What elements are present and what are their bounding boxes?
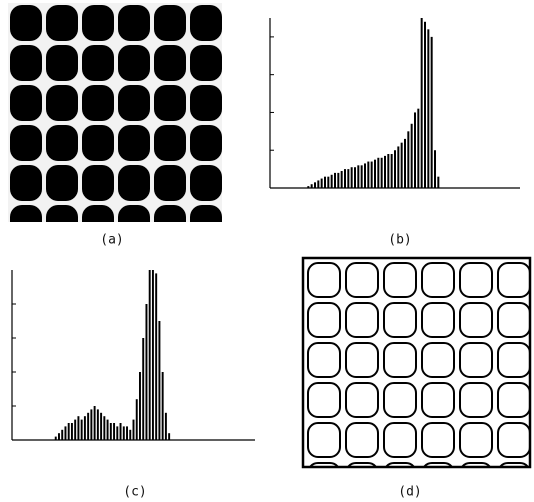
bar bbox=[387, 154, 389, 188]
bar bbox=[314, 182, 316, 188]
bar bbox=[139, 372, 141, 440]
bar bbox=[97, 409, 99, 440]
bar bbox=[142, 338, 144, 440]
bar bbox=[427, 29, 429, 188]
bar bbox=[337, 173, 339, 188]
bar bbox=[324, 177, 326, 188]
bar bbox=[55, 437, 57, 440]
bar bbox=[94, 406, 96, 440]
bar bbox=[351, 167, 353, 188]
bar bbox=[407, 131, 409, 188]
bar bbox=[149, 270, 151, 440]
bar bbox=[371, 162, 373, 188]
bar bbox=[327, 177, 329, 188]
bar bbox=[331, 175, 333, 188]
bar bbox=[110, 423, 112, 440]
bar bbox=[145, 304, 147, 440]
bar bbox=[401, 143, 403, 188]
bar bbox=[307, 186, 309, 188]
bar bbox=[100, 413, 102, 440]
caption: (a) bbox=[100, 233, 123, 248]
bar bbox=[311, 184, 313, 188]
bar bbox=[357, 165, 359, 188]
bar bbox=[87, 413, 89, 440]
caption: (c) bbox=[123, 485, 146, 500]
bar bbox=[397, 146, 399, 188]
figure: (a) (d) (b) (c) bbox=[0, 0, 534, 502]
bar bbox=[424, 22, 426, 188]
bar bbox=[414, 112, 416, 188]
bar bbox=[90, 409, 92, 440]
bar bbox=[321, 179, 323, 188]
bar bbox=[155, 273, 157, 440]
bar bbox=[74, 420, 76, 440]
bar bbox=[71, 423, 73, 440]
bar bbox=[113, 423, 115, 440]
image-d bbox=[303, 258, 530, 467]
bar bbox=[317, 180, 319, 188]
bar bbox=[152, 270, 154, 440]
bar bbox=[381, 158, 383, 188]
bar bbox=[136, 399, 138, 440]
bar bbox=[64, 426, 66, 440]
caption: (b) bbox=[388, 233, 411, 248]
image-a bbox=[8, 3, 222, 222]
bar bbox=[434, 150, 436, 188]
bar bbox=[374, 160, 376, 188]
bar bbox=[341, 171, 343, 188]
bar bbox=[61, 430, 63, 440]
bar bbox=[84, 416, 86, 440]
bar bbox=[354, 167, 356, 188]
bar bbox=[437, 177, 439, 188]
bar bbox=[116, 426, 118, 440]
bar bbox=[431, 37, 433, 188]
bar bbox=[129, 430, 131, 440]
bar bbox=[126, 426, 128, 440]
bar bbox=[394, 150, 396, 188]
bar bbox=[158, 321, 160, 440]
bar bbox=[103, 416, 105, 440]
bar bbox=[411, 124, 413, 188]
bar bbox=[404, 139, 406, 188]
bar bbox=[347, 169, 349, 188]
bar bbox=[77, 416, 79, 440]
bar bbox=[384, 156, 386, 188]
bar bbox=[81, 420, 83, 440]
bar bbox=[123, 426, 125, 440]
bar bbox=[68, 423, 70, 440]
bar bbox=[162, 372, 164, 440]
bar bbox=[417, 109, 419, 188]
bar bbox=[364, 163, 366, 188]
bar bbox=[391, 154, 393, 188]
bar bbox=[165, 413, 167, 440]
bar bbox=[361, 165, 363, 188]
bar bbox=[58, 433, 60, 440]
bar bbox=[168, 433, 170, 440]
bar bbox=[120, 423, 122, 440]
bar bbox=[133, 420, 135, 440]
bar bbox=[344, 169, 346, 188]
bar bbox=[367, 162, 369, 188]
bar bbox=[107, 420, 109, 440]
bar bbox=[377, 158, 379, 188]
bar bbox=[421, 18, 423, 188]
bar bbox=[334, 173, 336, 188]
caption: (d) bbox=[398, 485, 421, 500]
